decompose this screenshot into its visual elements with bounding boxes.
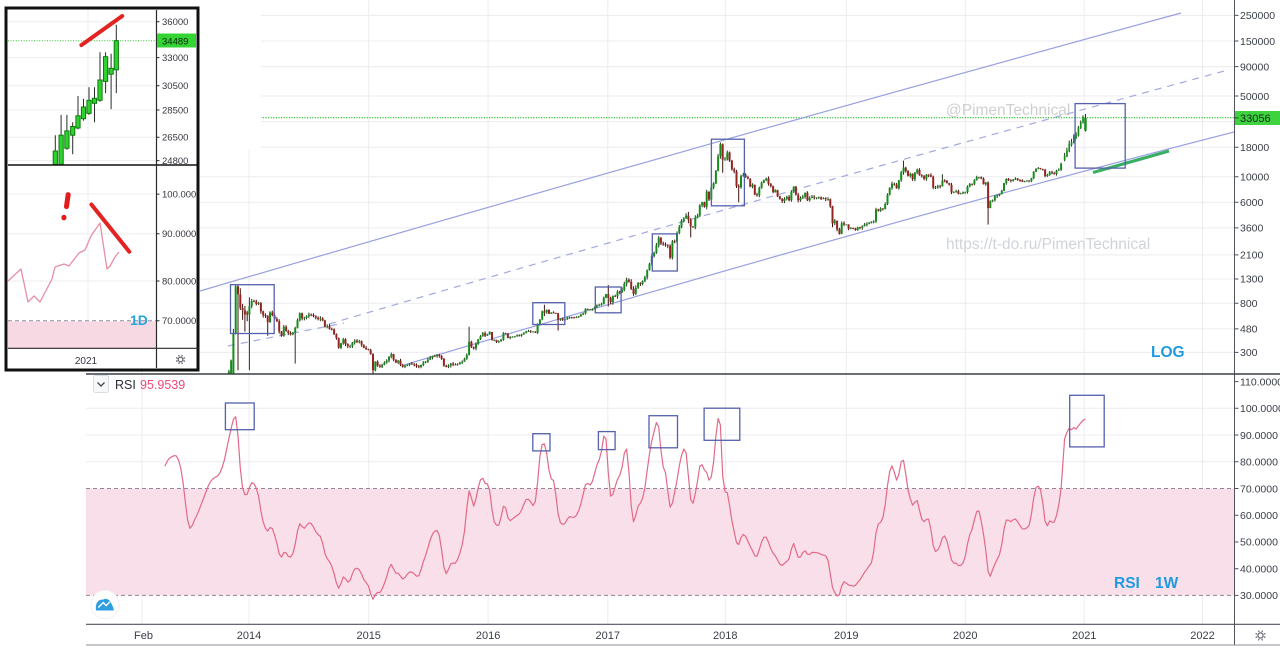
svg-text:2020: 2020 bbox=[953, 630, 977, 642]
svg-text:18000: 18000 bbox=[1240, 142, 1269, 154]
svg-text:95.9539: 95.9539 bbox=[140, 378, 185, 392]
svg-text:90.0000: 90.0000 bbox=[162, 229, 196, 240]
svg-text:34489: 34489 bbox=[162, 37, 188, 48]
svg-text:https://t-do.ru/PimenTechnical: https://t-do.ru/PimenTechnical bbox=[946, 236, 1150, 253]
svg-text:RSI: RSI bbox=[1114, 575, 1140, 592]
svg-text:33000: 33000 bbox=[162, 53, 188, 64]
svg-text:40.0000: 40.0000 bbox=[1240, 564, 1278, 576]
svg-text:30.0000: 30.0000 bbox=[1240, 590, 1278, 602]
svg-text:3600: 3600 bbox=[1240, 223, 1264, 235]
svg-text:80.0000: 80.0000 bbox=[1240, 457, 1278, 469]
svg-text:2015: 2015 bbox=[356, 630, 380, 642]
svg-text:2016: 2016 bbox=[476, 630, 500, 642]
svg-text:90.0000: 90.0000 bbox=[1240, 430, 1278, 442]
svg-text:28500: 28500 bbox=[162, 105, 188, 116]
svg-text:50.0000: 50.0000 bbox=[1240, 537, 1278, 549]
svg-text:150000: 150000 bbox=[1240, 36, 1275, 48]
svg-text:30500: 30500 bbox=[162, 81, 188, 92]
svg-text:2019: 2019 bbox=[834, 630, 858, 642]
svg-text:300: 300 bbox=[1240, 347, 1258, 359]
svg-text:26500: 26500 bbox=[162, 133, 188, 144]
svg-text:1W: 1W bbox=[1155, 575, 1179, 592]
svg-text:80.0000: 80.0000 bbox=[162, 276, 196, 287]
svg-text:1300: 1300 bbox=[1240, 274, 1264, 286]
svg-text:250000: 250000 bbox=[1240, 10, 1275, 22]
svg-text:50000: 50000 bbox=[1240, 91, 1269, 103]
svg-text:36000: 36000 bbox=[162, 17, 188, 28]
svg-text:RSI: RSI bbox=[115, 378, 136, 392]
svg-text:6000: 6000 bbox=[1240, 197, 1264, 209]
svg-text:90000: 90000 bbox=[1240, 61, 1269, 73]
svg-text:2021: 2021 bbox=[75, 356, 98, 367]
svg-text:Feb: Feb bbox=[134, 630, 153, 642]
svg-text:24800: 24800 bbox=[162, 156, 188, 167]
svg-text:60.0000: 60.0000 bbox=[1240, 510, 1278, 522]
svg-text:2014: 2014 bbox=[237, 630, 261, 642]
svg-text:1D: 1D bbox=[130, 312, 148, 328]
svg-text:2022: 2022 bbox=[1190, 630, 1214, 642]
svg-text:70.0000: 70.0000 bbox=[1240, 483, 1278, 495]
svg-text:LOG: LOG bbox=[1151, 344, 1185, 361]
svg-text:10000: 10000 bbox=[1240, 172, 1269, 184]
svg-text:2017: 2017 bbox=[596, 630, 620, 642]
svg-text:@PimenTechnical: @PimenTechnical bbox=[946, 102, 1070, 119]
svg-text:480: 480 bbox=[1240, 324, 1258, 336]
svg-text:800: 800 bbox=[1240, 298, 1258, 310]
svg-text:33056: 33056 bbox=[1240, 113, 1271, 125]
svg-text:110.0000: 110.0000 bbox=[1240, 376, 1280, 388]
svg-text:100.0000: 100.0000 bbox=[1240, 403, 1280, 415]
svg-text:70.0000: 70.0000 bbox=[162, 316, 196, 327]
svg-text:2018: 2018 bbox=[713, 630, 737, 642]
svg-text:2021: 2021 bbox=[1072, 630, 1096, 642]
svg-text:100.000: 100.000 bbox=[162, 190, 196, 201]
svg-text:2100: 2100 bbox=[1240, 250, 1264, 262]
